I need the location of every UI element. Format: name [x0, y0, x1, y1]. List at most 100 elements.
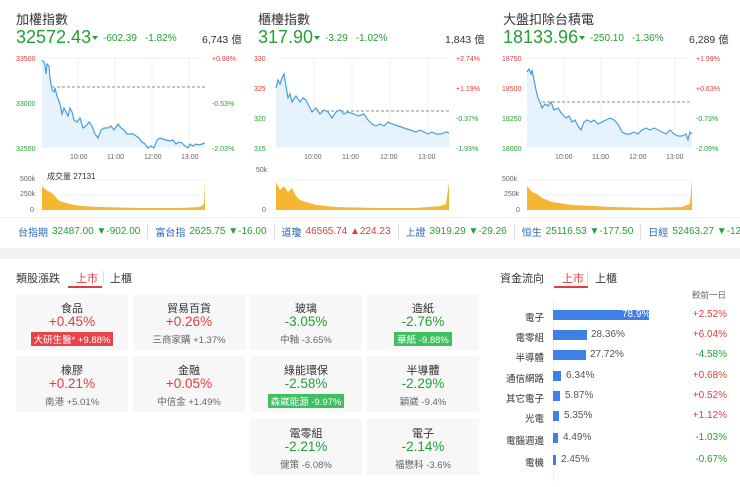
volume-label: 成交量 27131: [47, 171, 96, 181]
index-panel-ex-tsmc[interactable]: 大盤扣除台積電 18133.96 -250.10 -1.36% 6,289 億 1…: [492, 0, 738, 215]
down-triangle-icon: [579, 36, 585, 41]
svg-text:50k: 50k: [256, 167, 268, 174]
sector-card[interactable]: 電零組 -2.21% 健策 -6.08%: [250, 419, 362, 475]
svg-text:+2.74%: +2.74%: [456, 56, 480, 63]
sector-card[interactable]: 橡膠 +0.21% 南港 +5.01%: [16, 356, 128, 412]
tab-divider: [587, 271, 588, 283]
svg-text:0: 0: [30, 207, 34, 214]
svg-text:11:00: 11:00: [342, 154, 359, 161]
fund-flow-title: 資金流向: [500, 273, 544, 285]
svg-text:330: 330: [254, 56, 266, 63]
tab-listed[interactable]: 上市: [562, 273, 584, 285]
svg-text:+0.98%: +0.98%: [212, 56, 236, 63]
panel-change: -250.10 -1.36%: [579, 33, 664, 44]
svg-text:12:00: 12:00: [380, 154, 398, 161]
sector-card[interactable]: 電子 -2.14% 福懋科 -3.6%: [367, 419, 479, 475]
panel-price: 32572.43: [16, 27, 92, 47]
sector-card[interactable]: 綠能環保 -2.58% 森崴能源 -9.97%: [250, 356, 362, 412]
compare-label: 較前一日: [692, 290, 727, 300]
ticker-item[interactable]: 恒生 25116.53 ▼-177.50: [522, 224, 642, 239]
svg-text:315: 315: [254, 146, 266, 153]
svg-text:13:00: 13:00: [666, 154, 684, 161]
svg-text:0: 0: [516, 207, 520, 214]
sector-card[interactable]: 貿易百貨 +0.26% 三商家購 +1.37%: [133, 294, 245, 350]
flow-row[interactable]: 電零組 28.36% +6.04%: [515, 329, 727, 344]
sector-card[interactable]: 造紙 -2.76% 華紙 -9.88%: [367, 294, 479, 350]
panel-change: -3.29 -1.02%: [314, 33, 387, 44]
flow-row[interactable]: 電子 78.9% +2.52%: [524, 309, 727, 324]
down-triangle-icon: [314, 36, 320, 41]
index-panel-taiex[interactable]: 加權指數 32572.43 -602.39 -1.82% 6,743 億 3350…: [0, 0, 246, 215]
svg-text:-2.03%: -2.03%: [212, 146, 234, 153]
lower-section: 類股漲跌 上市 上櫃 食品 +0.45% 大研生醫* +9.88% 貿易百貨 +0.2…: [0, 259, 740, 487]
market-overview: 加權指數 32572.43 -602.39 -1.82% 6,743 億 3350…: [0, 0, 740, 248]
intraday-chart: 330 +2.74% 325 +1.19% 320 -0.37% 315 -1.93% 10…: [254, 56, 480, 214]
svg-text:12:00: 12:00: [629, 154, 647, 161]
svg-text:-1.93%: -1.93%: [456, 146, 478, 153]
svg-text:-0.73%: -0.73%: [696, 116, 718, 123]
index-panel-otc[interactable]: 櫃檯指數 317.90 -3.29 -1.02% 1,843 億 330 +2.74…: [246, 0, 492, 215]
ticker-item[interactable]: 富台指 2625.75 ▼-16.00: [155, 224, 275, 239]
sector-card[interactable]: 金融 +0.05% 中信金 +1.49%: [133, 356, 245, 412]
svg-text:11:00: 11:00: [592, 154, 609, 161]
sector-title: 類股漲跌: [16, 273, 60, 285]
flow-row[interactable]: 半導體 27.72% -4.58%: [515, 349, 727, 364]
panel-title: 加權指數: [16, 12, 69, 27]
tab-otc[interactable]: 上櫃: [110, 273, 132, 285]
svg-text:10:00: 10:00: [304, 154, 322, 161]
tab-otc[interactable]: 上櫃: [595, 273, 617, 285]
svg-text:+1.19%: +1.19%: [456, 86, 480, 93]
svg-text:33000: 33000: [16, 101, 36, 108]
svg-text:13:00: 13:00: [418, 154, 436, 161]
active-tab-indicator: [554, 286, 588, 288]
svg-text:18250: 18250: [502, 116, 522, 123]
panel-volume: 1,843 億: [445, 34, 485, 46]
panel-title: 大盤扣除台積電: [503, 12, 595, 27]
market-ticker: 台指期 32487.00 ▼-902.00 富台指 2625.75 ▼-16.00 …: [0, 217, 740, 245]
svg-text:18500: 18500: [502, 86, 522, 93]
ticker-item[interactable]: 台指期 32487.00 ▼-902.00: [18, 224, 149, 239]
svg-text:-0.53%: -0.53%: [212, 101, 234, 108]
svg-text:250k: 250k: [20, 191, 36, 198]
svg-text:320: 320: [254, 116, 266, 123]
flow-row[interactable]: 電腦週邊 4.49% -1.03%: [505, 432, 727, 447]
svg-text:18000: 18000: [502, 146, 522, 153]
flow-row[interactable]: 其它電子 5.87% +0.52%: [505, 390, 727, 405]
svg-text:12:00: 12:00: [144, 154, 162, 161]
panel-volume: 6,743 億: [202, 34, 242, 46]
flow-row[interactable]: 通信網路 6.34% +0.68%: [505, 370, 727, 385]
svg-text:32500: 32500: [16, 146, 36, 153]
panel-volume: 6,289 億: [689, 34, 729, 46]
svg-text:18750: 18750: [502, 56, 522, 63]
sector-card[interactable]: 半導體 -2.29% 穎崴 -9.4%: [367, 356, 479, 412]
svg-text:500k: 500k: [502, 176, 518, 183]
svg-text:325: 325: [254, 86, 266, 93]
intraday-chart: 18750 +1.99% 18500 +0.63% 18250 -0.73% 18000 -…: [502, 56, 720, 214]
svg-text:13:00: 13:00: [181, 154, 199, 161]
flow-row[interactable]: 電機 2.45% -0.67%: [524, 454, 727, 469]
down-triangle-icon: [92, 36, 98, 41]
ticker-item[interactable]: 道瓊 46565.74 ▲224.23: [282, 224, 399, 239]
intraday-chart: 33500 +0.98% 33000 -0.53% 32500 -2.03% 10:00…: [16, 56, 236, 214]
svg-text:10:00: 10:00: [70, 154, 88, 161]
svg-text:-0.37%: -0.37%: [456, 116, 478, 123]
svg-text:250k: 250k: [504, 191, 520, 198]
panel-title: 櫃檯指數: [258, 12, 311, 27]
active-tab-indicator: [68, 286, 102, 288]
svg-text:0: 0: [262, 207, 266, 214]
tab-listed[interactable]: 上市: [76, 273, 98, 285]
svg-text:500k: 500k: [20, 176, 36, 183]
svg-text:10:00: 10:00: [555, 154, 573, 161]
panel-price: 317.90: [258, 27, 314, 47]
panel-change: -602.39 -1.82%: [92, 33, 177, 44]
ticker-item[interactable]: 上證 3919.29 ▼-29.26: [406, 224, 515, 239]
flow-row[interactable]: 光電 5.35% +1.12%: [524, 410, 727, 425]
svg-text:+0.63%: +0.63%: [696, 86, 720, 93]
svg-text:11:00: 11:00: [107, 154, 124, 161]
svg-text:-2.09%: -2.09%: [696, 146, 718, 153]
sector-card[interactable]: 食品 +0.45% 大研生醫* +9.88%: [16, 294, 128, 350]
sector-card[interactable]: 玻璃 -3.05% 中釉 -3.65%: [250, 294, 362, 350]
svg-text:+1.99%: +1.99%: [696, 56, 720, 63]
tab-divider: [103, 271, 104, 283]
